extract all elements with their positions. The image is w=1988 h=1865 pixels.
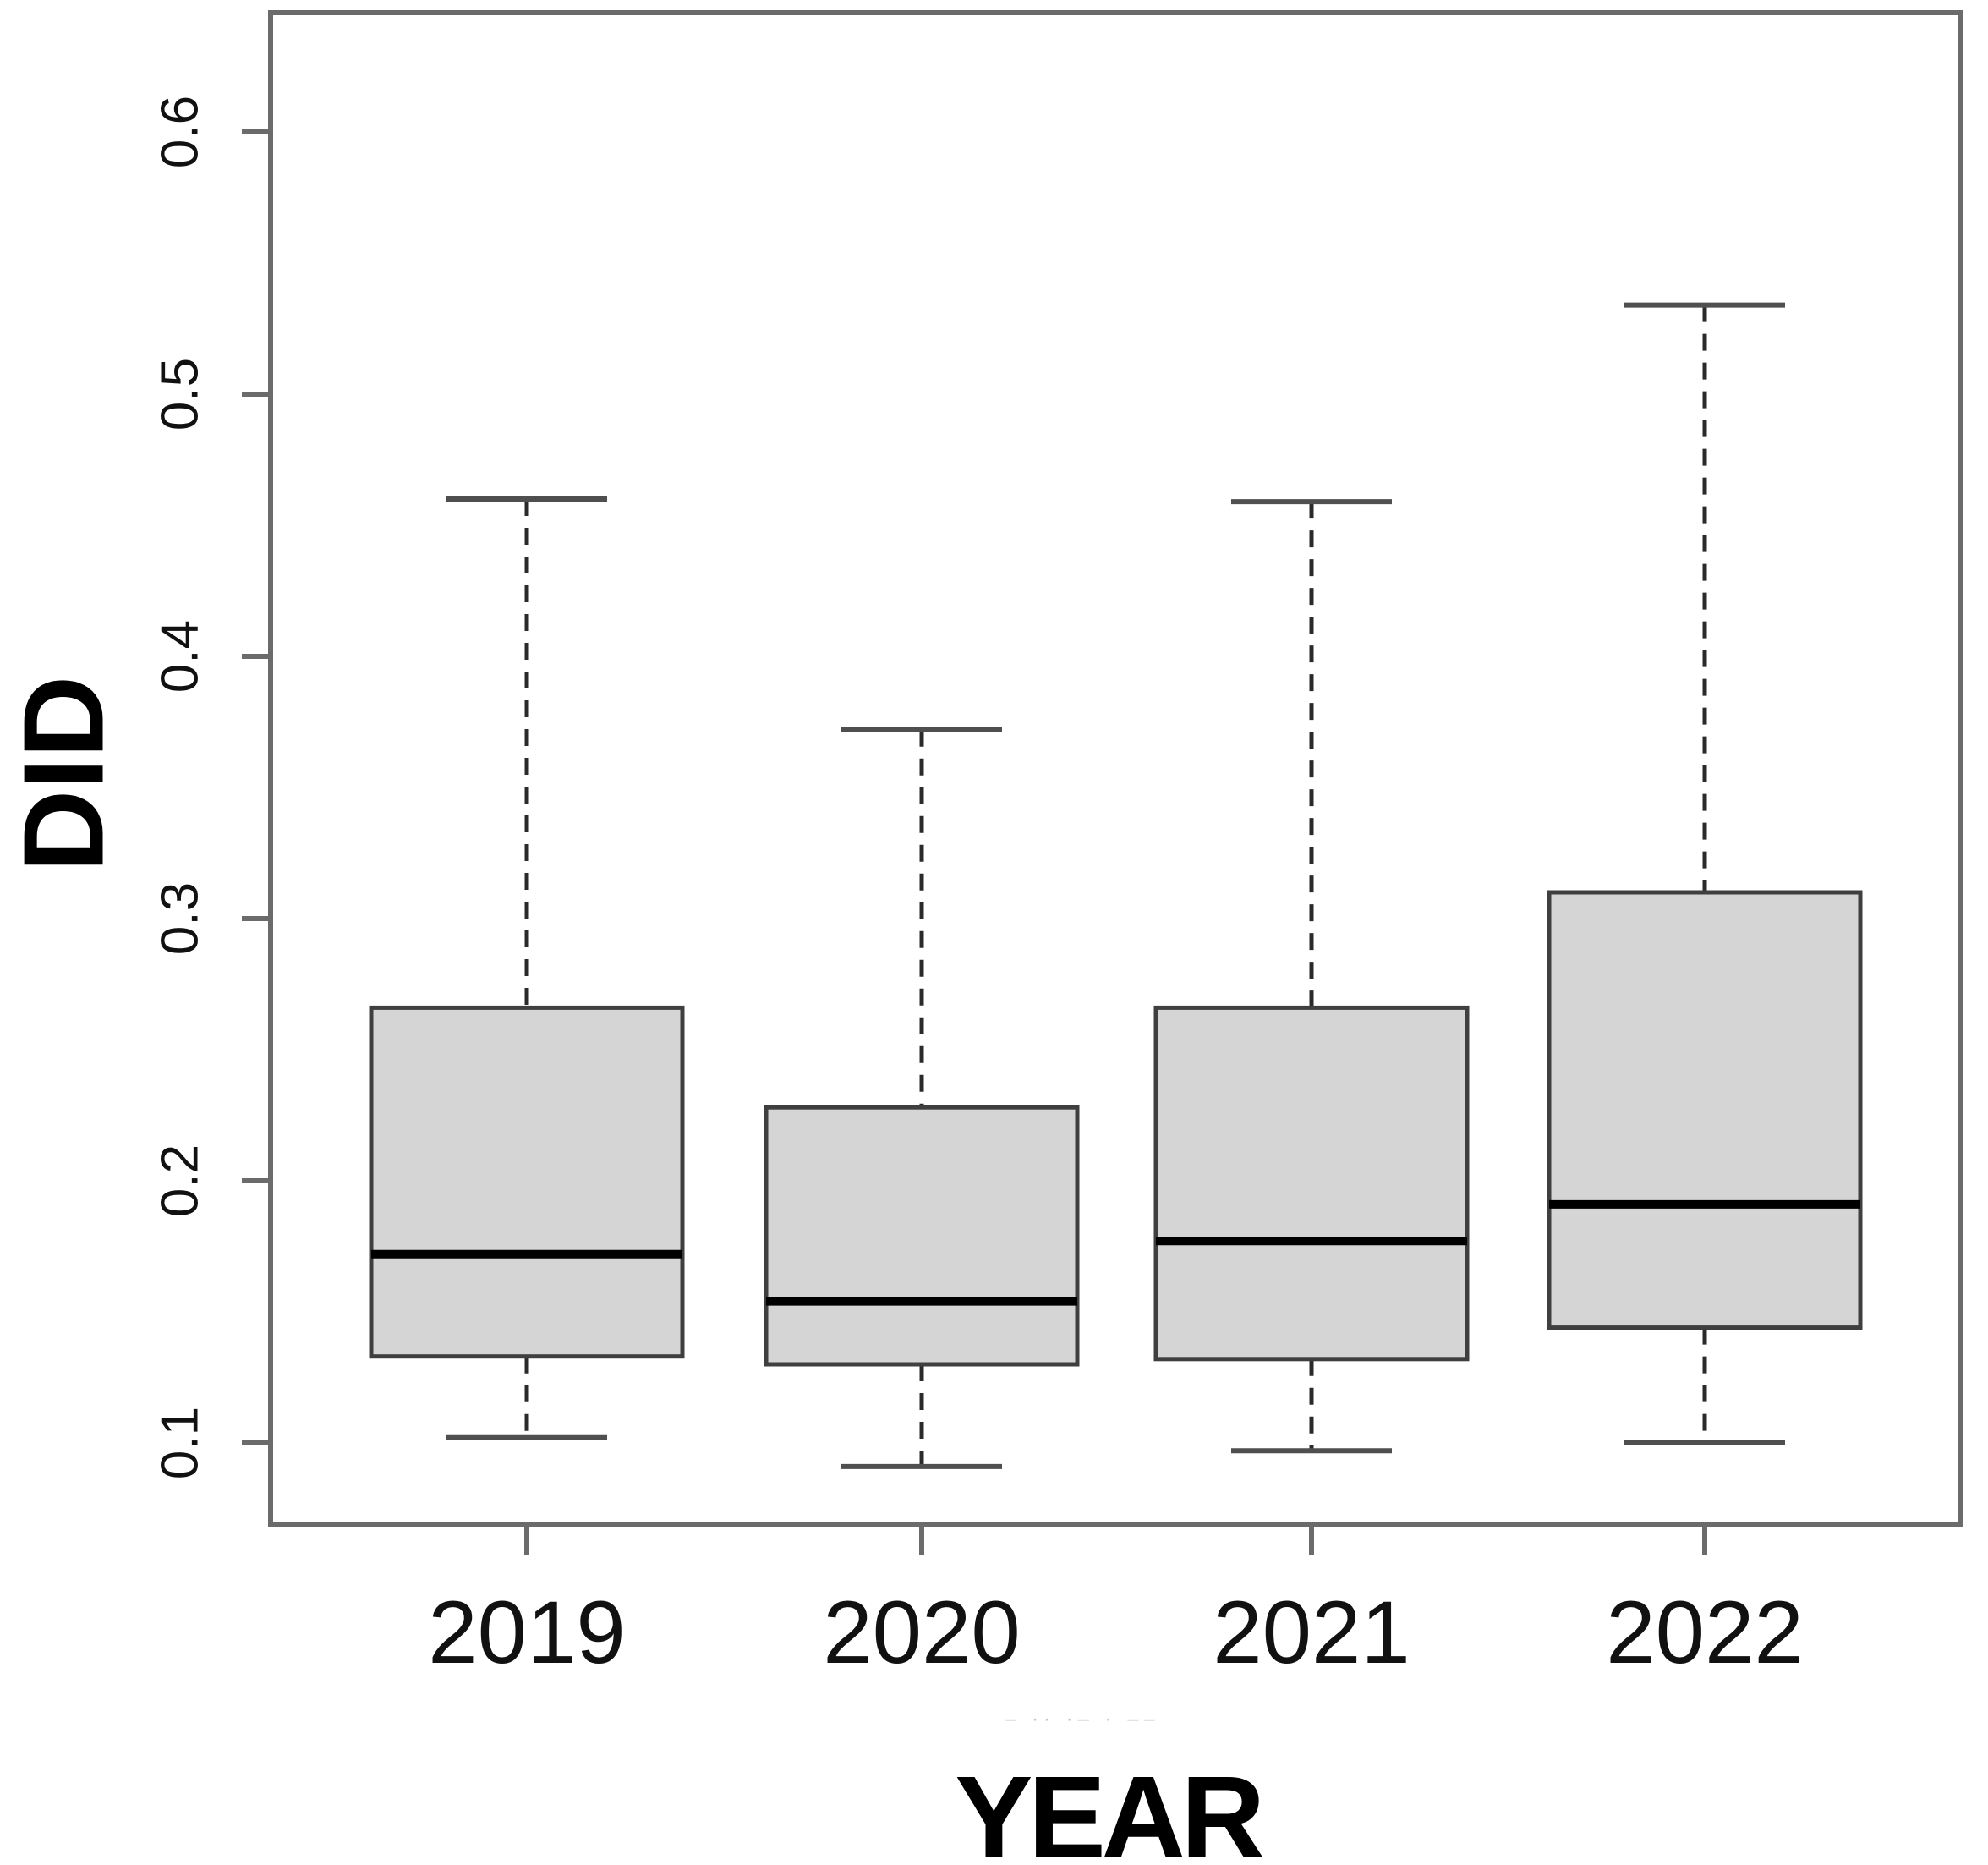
iqr-box — [764, 1105, 1080, 1367]
artifact-marks: – ·· ·– · –– — [1005, 1708, 1160, 1731]
iqr-box — [369, 1005, 685, 1359]
x-axis-title: YEAR — [955, 1753, 1262, 1865]
x-tick-label: 2021 — [1213, 1583, 1410, 1682]
x-tick-label: 2019 — [428, 1583, 626, 1682]
boxes-layer — [369, 890, 1863, 1367]
y-tick-label: 0.2 — [151, 1144, 210, 1217]
x-tick-label: 2022 — [1606, 1583, 1804, 1682]
y-tick-label: 0.6 — [151, 96, 210, 168]
y-tick-label: 0.1 — [151, 1407, 210, 1479]
y-axis-ticks: 0.1 0.2 0.3 0.4 0.5 0.6 — [151, 96, 271, 1479]
iqr-box — [1153, 1005, 1470, 1362]
y-axis-title: DID — [0, 676, 128, 873]
y-tick-label: 0.5 — [151, 358, 210, 431]
x-tick-label: 2020 — [823, 1583, 1021, 1682]
y-tick-label: 0.3 — [151, 882, 210, 955]
y-tick-label: 0.4 — [151, 620, 210, 693]
whiskers-layer — [446, 302, 1785, 1469]
plot-frame — [268, 10, 1963, 1527]
x-axis-ticks: 2019 2020 2021 2022 — [428, 1524, 1804, 1682]
iqr-box — [1547, 890, 1863, 1330]
